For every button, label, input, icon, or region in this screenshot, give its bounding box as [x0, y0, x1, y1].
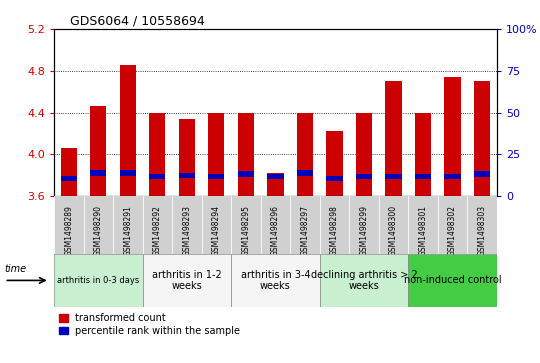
Bar	[349, 196, 379, 254]
Text: GSM1498289: GSM1498289	[64, 205, 73, 256]
Text: GSM1498299: GSM1498299	[360, 205, 368, 256]
Text: GSM1498292: GSM1498292	[153, 205, 162, 256]
Bar	[386, 81, 402, 196]
Text: GSM1498296: GSM1498296	[271, 205, 280, 256]
Bar	[149, 113, 165, 196]
Text: GSM1498290: GSM1498290	[94, 205, 103, 256]
Bar	[113, 196, 143, 254]
Bar	[172, 196, 201, 254]
Bar	[320, 254, 408, 307]
Bar	[149, 174, 165, 179]
Text: GSM1498297: GSM1498297	[300, 205, 309, 256]
Text: GSM1498291: GSM1498291	[123, 205, 132, 256]
Bar	[231, 196, 261, 254]
Text: arthritis in 3-4
weeks: arthritis in 3-4 weeks	[241, 270, 310, 291]
Bar	[238, 113, 254, 196]
Bar	[415, 174, 431, 179]
Bar	[84, 196, 113, 254]
Bar	[231, 254, 320, 307]
Bar	[444, 174, 461, 179]
Bar	[54, 196, 84, 254]
Bar	[467, 196, 497, 254]
Bar	[326, 176, 342, 182]
Bar	[238, 171, 254, 177]
Text: arthritis in 0-3 days: arthritis in 0-3 days	[57, 276, 139, 285]
Text: declining arthritis > 2
weeks: declining arthritis > 2 weeks	[310, 270, 417, 291]
Text: GSM1498301: GSM1498301	[418, 205, 428, 256]
Bar	[201, 196, 231, 254]
Bar	[474, 81, 490, 196]
Bar	[60, 176, 77, 182]
Text: GSM1498303: GSM1498303	[477, 205, 487, 256]
Bar	[356, 113, 372, 196]
Bar	[261, 196, 290, 254]
Text: GSM1498293: GSM1498293	[183, 205, 191, 256]
Bar	[444, 77, 461, 196]
Bar	[408, 254, 497, 307]
Bar	[143, 196, 172, 254]
Bar	[120, 65, 136, 196]
Bar	[320, 196, 349, 254]
Bar	[297, 113, 313, 196]
Bar	[290, 196, 320, 254]
Bar	[326, 131, 342, 196]
Legend: transformed count, percentile rank within the sample: transformed count, percentile rank withi…	[59, 313, 240, 336]
Bar	[60, 148, 77, 196]
Bar	[120, 171, 136, 176]
Text: GSM1498298: GSM1498298	[330, 205, 339, 256]
Bar	[474, 171, 490, 177]
Bar	[208, 113, 225, 196]
Bar	[438, 196, 467, 254]
Text: non-induced control: non-induced control	[404, 276, 501, 285]
Bar	[386, 174, 402, 179]
Bar	[208, 174, 225, 179]
Bar	[143, 254, 231, 307]
Text: GSM1498295: GSM1498295	[241, 205, 251, 256]
Text: GSM1498300: GSM1498300	[389, 205, 398, 256]
Bar	[408, 196, 438, 254]
Text: GSM1498294: GSM1498294	[212, 205, 221, 256]
Bar	[267, 173, 284, 196]
Text: arthritis in 1-2
weeks: arthritis in 1-2 weeks	[152, 270, 222, 291]
Text: GSM1498302: GSM1498302	[448, 205, 457, 256]
Bar	[415, 113, 431, 196]
Bar	[297, 171, 313, 176]
Bar	[179, 172, 195, 178]
Bar	[90, 106, 106, 196]
Text: time: time	[4, 264, 26, 274]
Bar	[356, 174, 372, 179]
Bar	[267, 174, 284, 179]
Bar	[179, 119, 195, 196]
Bar	[379, 196, 408, 254]
Bar	[54, 254, 143, 307]
Text: GDS6064 / 10558694: GDS6064 / 10558694	[70, 15, 205, 28]
Bar	[90, 171, 106, 176]
